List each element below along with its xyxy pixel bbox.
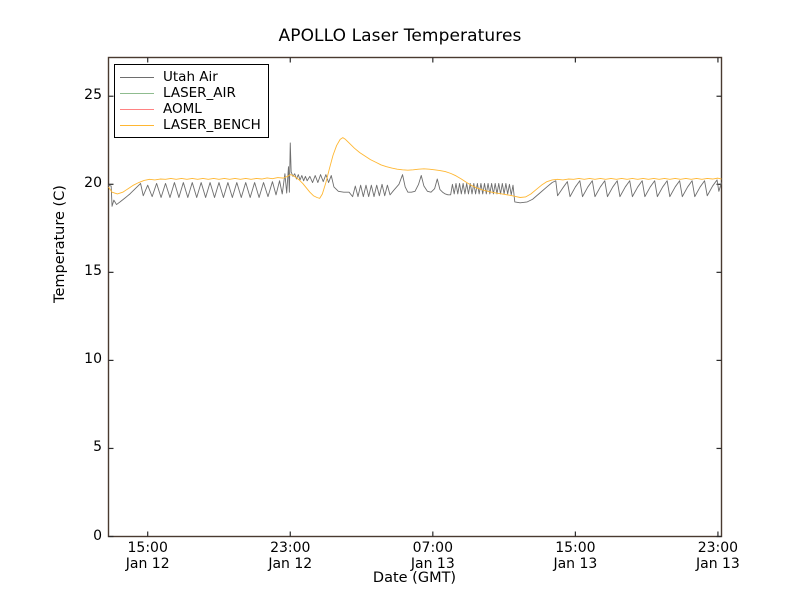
x-tick-label: 23:00 Jan 13 bbox=[695, 540, 740, 572]
legend-item-laser-bench: LASER_BENCH bbox=[120, 117, 261, 133]
legend-label-laser-air: LASER_AIR bbox=[163, 85, 236, 101]
y-axis-label: Temperature (C) bbox=[52, 185, 68, 303]
legend-swatch-utah-air bbox=[120, 76, 154, 78]
legend-swatch-laser-bench bbox=[120, 124, 154, 126]
legend-label-aoml: AOML bbox=[163, 101, 202, 117]
legend-label-utah-air: Utah Air bbox=[163, 69, 218, 85]
legend-swatch-aoml bbox=[120, 108, 154, 110]
y-tick-label: 10 bbox=[84, 351, 102, 368]
chart-legend: Utah Air LASER_AIR AOML LASER_BENCH bbox=[114, 64, 269, 138]
legend-label-laser-bench: LASER_BENCH bbox=[163, 117, 261, 133]
y-tick-label: 20 bbox=[84, 175, 102, 192]
chart-title: APOLLO Laser Temperatures bbox=[278, 26, 522, 46]
x-tick-marks bbox=[147, 57, 719, 537]
y-tick-label: 15 bbox=[84, 263, 102, 280]
series-line bbox=[108, 142, 722, 207]
x-tick-label: 23:00 Jan 12 bbox=[268, 540, 313, 572]
legend-item-aoml: AOML bbox=[120, 101, 261, 117]
legend-item-utah-air: Utah Air bbox=[120, 69, 261, 85]
y-tick-label: 0 bbox=[93, 527, 102, 544]
x-axis-label: Date (GMT) bbox=[372, 570, 457, 586]
series-line bbox=[108, 137, 722, 199]
legend-swatch-laser-air bbox=[120, 92, 154, 94]
x-tick-label: 07:00 Jan 13 bbox=[410, 540, 455, 572]
x-tick-label: 15:00 Jan 12 bbox=[125, 540, 170, 572]
legend-item-laser-air: LASER_AIR bbox=[120, 85, 261, 101]
y-tick-label: 25 bbox=[84, 87, 102, 104]
data-series-group bbox=[108, 137, 722, 207]
y-tick-marks bbox=[108, 95, 722, 538]
y-tick-label: 5 bbox=[93, 439, 102, 456]
x-tick-label: 15:00 Jan 13 bbox=[553, 540, 598, 572]
